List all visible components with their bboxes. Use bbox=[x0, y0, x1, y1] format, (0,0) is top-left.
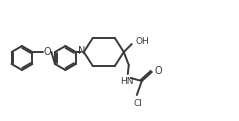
Text: O: O bbox=[43, 47, 51, 57]
Text: N: N bbox=[78, 46, 86, 56]
Text: HN: HN bbox=[120, 77, 134, 86]
Text: Cl: Cl bbox=[133, 99, 142, 108]
Text: OH: OH bbox=[136, 37, 150, 45]
Text: O: O bbox=[155, 66, 163, 76]
